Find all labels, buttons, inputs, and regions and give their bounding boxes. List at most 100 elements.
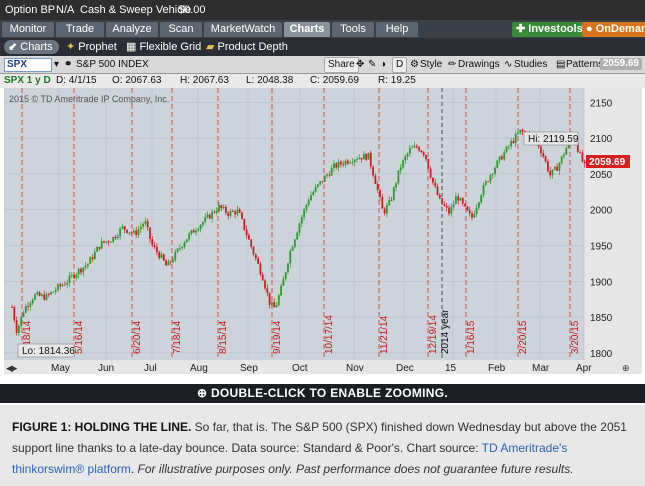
patterns-button[interactable]: Patterns: [566, 59, 604, 70]
style-button[interactable]: Style: [420, 59, 443, 70]
candle-body: [18, 325, 20, 333]
month-tick-label: Mar: [532, 363, 550, 374]
share-button[interactable]: Share: [324, 57, 359, 73]
ohlc-symbol: SPX 1 y D: [4, 75, 51, 86]
candle-body: [305, 204, 308, 210]
candle-body: [54, 290, 57, 292]
candle-body: [484, 181, 487, 185]
candle-body: [540, 146, 542, 154]
candle-body: [452, 204, 455, 208]
ohlc-range: R: 19.25: [378, 75, 416, 86]
tab-monitor[interactable]: Monitor: [2, 22, 54, 37]
candle-body: [75, 274, 78, 278]
caption-link[interactable]: TD Ameritrade's thinkorswim® platform: [12, 441, 568, 476]
scroll-left-icon[interactable]: ◀▸: [6, 363, 18, 373]
candle-body: [468, 210, 471, 214]
candle-body: [264, 280, 266, 289]
candle-body: [390, 199, 393, 201]
candle-body: [112, 236, 115, 242]
zoom-icon[interactable]: ⊕: [622, 363, 630, 373]
zoom-banner[interactable]: ⊕ DOUBLE-CLICK TO ENABLE ZOOMING.: [0, 384, 645, 403]
month-tick-label: Jul: [144, 363, 157, 374]
candle-body: [167, 261, 170, 266]
candle-body: [438, 195, 441, 199]
candle-body: [64, 284, 66, 286]
candle-body: [91, 257, 94, 260]
scroll-controls[interactable]: ◀▸ ⊕: [6, 363, 630, 373]
link-icon[interactable]: ⚭: [64, 59, 73, 70]
price-chart[interactable]: 4/18/14 5/16/14 6/20/14 7/18/14 8/15/14 9/19/…: [4, 88, 642, 374]
event-date-label: 7/18/14: [172, 320, 183, 354]
caption-paragraph: FIGURE 1: HOLDING THE LINE. So far, that…: [12, 420, 627, 476]
candle-body: [183, 242, 186, 247]
candle-body: [222, 206, 225, 209]
candle-body: [429, 168, 432, 178]
candle-body: [576, 142, 579, 153]
tab-analyze[interactable]: Analyze: [106, 22, 158, 37]
patterns-icon[interactable]: ▤: [556, 59, 566, 70]
candle-body: [34, 294, 36, 300]
crosshair-icon[interactable]: ✥: [356, 59, 365, 70]
tab-help[interactable]: Help: [376, 22, 418, 37]
subnav-charts[interactable]: ⬋ Charts: [4, 40, 59, 54]
candle-body: [165, 260, 167, 266]
pencil-icon[interactable]: ✎: [368, 59, 377, 70]
candle-body: [498, 156, 501, 161]
candle-body: [100, 241, 103, 249]
tab-trade[interactable]: Trade: [56, 22, 104, 37]
candle-body: [213, 211, 216, 213]
low-label-box: [17, 343, 75, 358]
event-date-label: 11/21/14: [379, 315, 390, 354]
drawings-icon[interactable]: ✏: [448, 59, 457, 70]
low-label: Lo: 1814.36: [22, 346, 75, 357]
candle-body: [220, 205, 223, 209]
candle-body: [250, 239, 253, 247]
drawings-button[interactable]: Drawings: [458, 59, 500, 70]
ondemand-button[interactable]: ● OnDemand: [582, 22, 645, 37]
symbol-description: S&P 500 INDEX: [76, 59, 149, 70]
candlestick-chart[interactable]: 4/18/14 5/16/14 6/20/14 7/18/14 8/15/14 9/19/…: [4, 88, 642, 374]
candle-body: [57, 284, 59, 291]
event-date-label: 4/18/14: [22, 320, 33, 354]
candle-body: [551, 169, 554, 176]
tab-scan[interactable]: Scan: [160, 22, 202, 37]
last-price-marker: 2059.69: [586, 155, 630, 168]
ohlc-open: O: 2067.63: [112, 75, 162, 86]
candle-body: [556, 166, 558, 171]
studies-button[interactable]: Studies: [514, 59, 548, 70]
symbol-input[interactable]: SPX: [4, 58, 52, 72]
subnav-flexible-grid[interactable]: ▦ Flexible Grid: [126, 40, 201, 54]
candle-body: [491, 173, 494, 175]
style-icon[interactable]: ⚙: [410, 59, 419, 70]
candle-body: [197, 229, 200, 231]
studies-icon[interactable]: ∿: [504, 59, 513, 70]
candle-body: [185, 239, 188, 243]
candle-body: [489, 174, 492, 182]
subnav-prophet-label: Prophet: [78, 41, 117, 53]
candle-body: [330, 167, 333, 176]
subnav-prophet[interactable]: ✦ Prophet: [66, 40, 117, 54]
candle-body: [335, 163, 338, 168]
timeframe-button[interactable]: D: [392, 57, 408, 73]
tab-tools[interactable]: Tools: [332, 22, 374, 37]
tab-marketwatch[interactable]: MarketWatch: [204, 22, 282, 37]
candle-body: [404, 156, 407, 161]
investools-button[interactable]: ✚ Investools: [512, 22, 587, 37]
candle-body: [259, 263, 262, 275]
ondemand-label: OnDemand: [595, 23, 645, 35]
candle-body: [512, 141, 515, 143]
candle-body: [494, 167, 496, 174]
price-tick-label: 2100: [590, 134, 613, 145]
candle-body: [340, 161, 342, 165]
subnav-product-depth[interactable]: ▰ Product Depth: [206, 40, 288, 54]
candle-body: [432, 177, 434, 183]
tab-charts[interactable]: Charts: [284, 22, 330, 37]
candle-body: [519, 129, 522, 134]
candle-body: [181, 246, 184, 249]
magnet-icon[interactable]: ◑: [380, 59, 387, 70]
caption-title: FIGURE 1: HOLDING THE LINE.: [12, 420, 192, 434]
candle-body: [225, 206, 227, 213]
candle-body: [36, 292, 39, 295]
candle-body: [346, 160, 349, 164]
dropdown-arrow-icon[interactable]: ▾: [54, 59, 60, 70]
